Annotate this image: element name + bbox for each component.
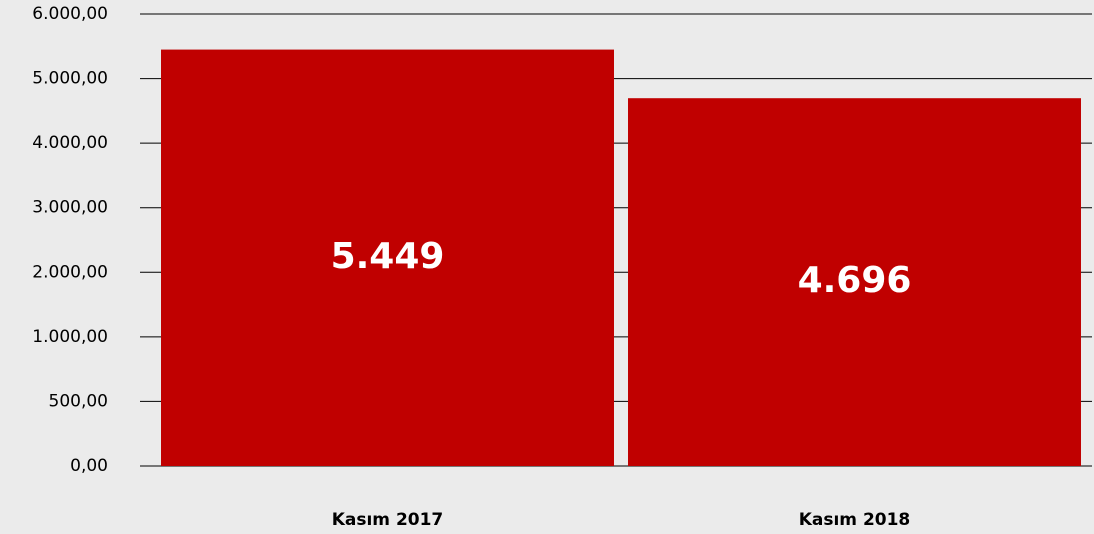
y-tick-label: 0,00 bbox=[70, 456, 108, 476]
y-tick-label: 6.000,00 bbox=[32, 4, 108, 24]
data-label: 4.696 bbox=[798, 260, 912, 301]
bar bbox=[628, 98, 1081, 466]
y-tick-label: 3.000,00 bbox=[32, 198, 108, 218]
y-tick-label: 4.000,00 bbox=[32, 133, 108, 153]
y-tick-label: 1.000,00 bbox=[32, 327, 108, 347]
x-tick-label: Kasım 2017 bbox=[332, 510, 444, 530]
y-tick-label: 500,00 bbox=[49, 391, 108, 411]
bar bbox=[161, 49, 614, 466]
y-tick-label: 5.000,00 bbox=[32, 69, 108, 89]
y-tick-label: 2.000,00 bbox=[32, 262, 108, 282]
data-label: 5.449 bbox=[331, 236, 445, 277]
x-tick-label: Kasım 2018 bbox=[799, 510, 911, 530]
